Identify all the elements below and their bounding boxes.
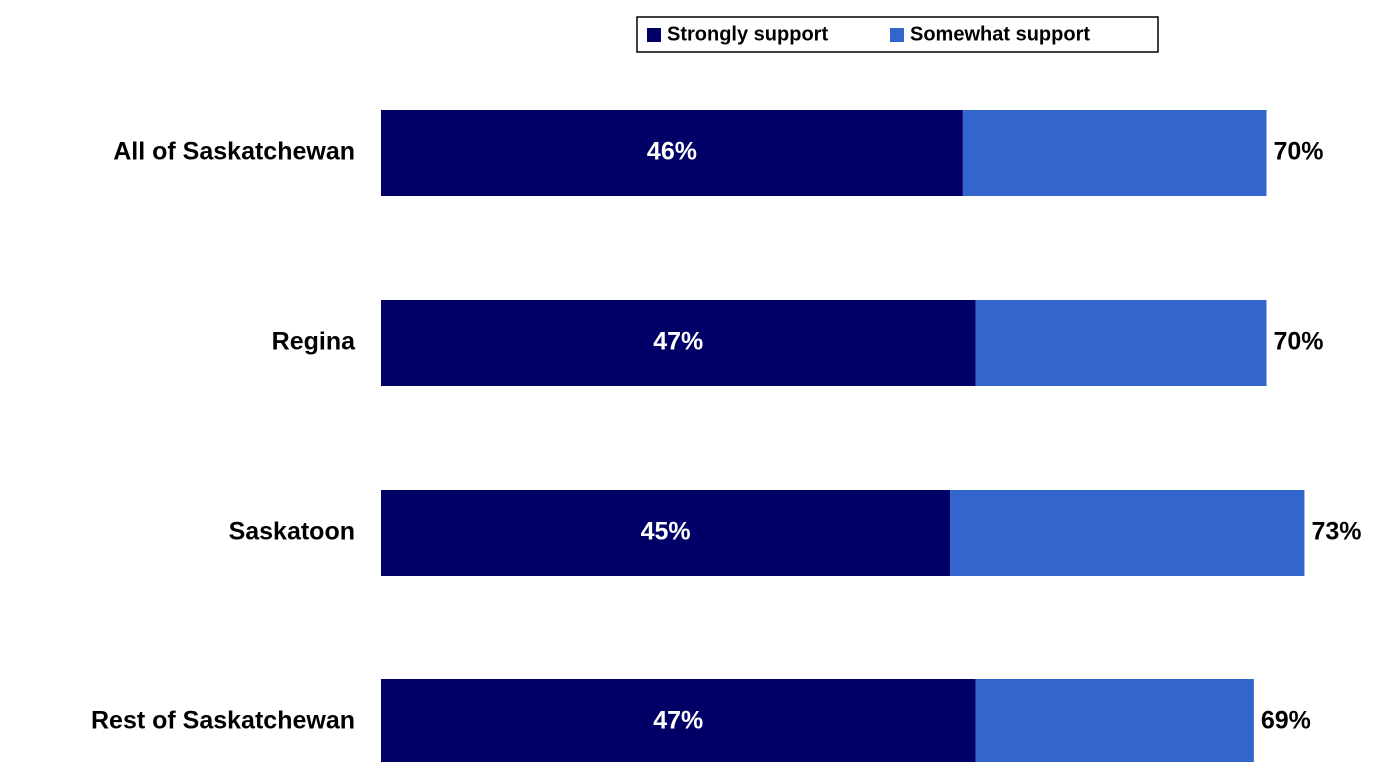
total-label: 70% (1274, 138, 1324, 166)
total-label: 73% (1311, 518, 1361, 546)
category-label: Regina (272, 328, 356, 356)
bar-segment (962, 110, 1267, 196)
bar-segment (381, 300, 976, 386)
value-label: 46% (647, 138, 697, 166)
bar-segment (950, 490, 1305, 576)
legend-label: Somewhat support (910, 23, 1090, 45)
value-label: 47% (653, 707, 703, 735)
bar-segment (975, 300, 1267, 386)
legend-swatch (890, 28, 904, 42)
bar-segment (381, 679, 976, 765)
value-label: 47% (653, 328, 703, 356)
value-label: 45% (641, 518, 691, 546)
category-label: All of Saskatchewan (113, 138, 355, 166)
legend-label: Strongly support (667, 23, 828, 45)
bar-segment (381, 490, 951, 576)
total-label: 69% (1261, 707, 1311, 735)
category-label: Rest of Saskatchewan (91, 707, 355, 735)
legend-swatch (647, 28, 661, 42)
bar-segment (975, 679, 1254, 765)
total-label: 70% (1274, 328, 1324, 356)
bar-segment (381, 110, 963, 196)
category-label: Saskatoon (229, 518, 355, 546)
